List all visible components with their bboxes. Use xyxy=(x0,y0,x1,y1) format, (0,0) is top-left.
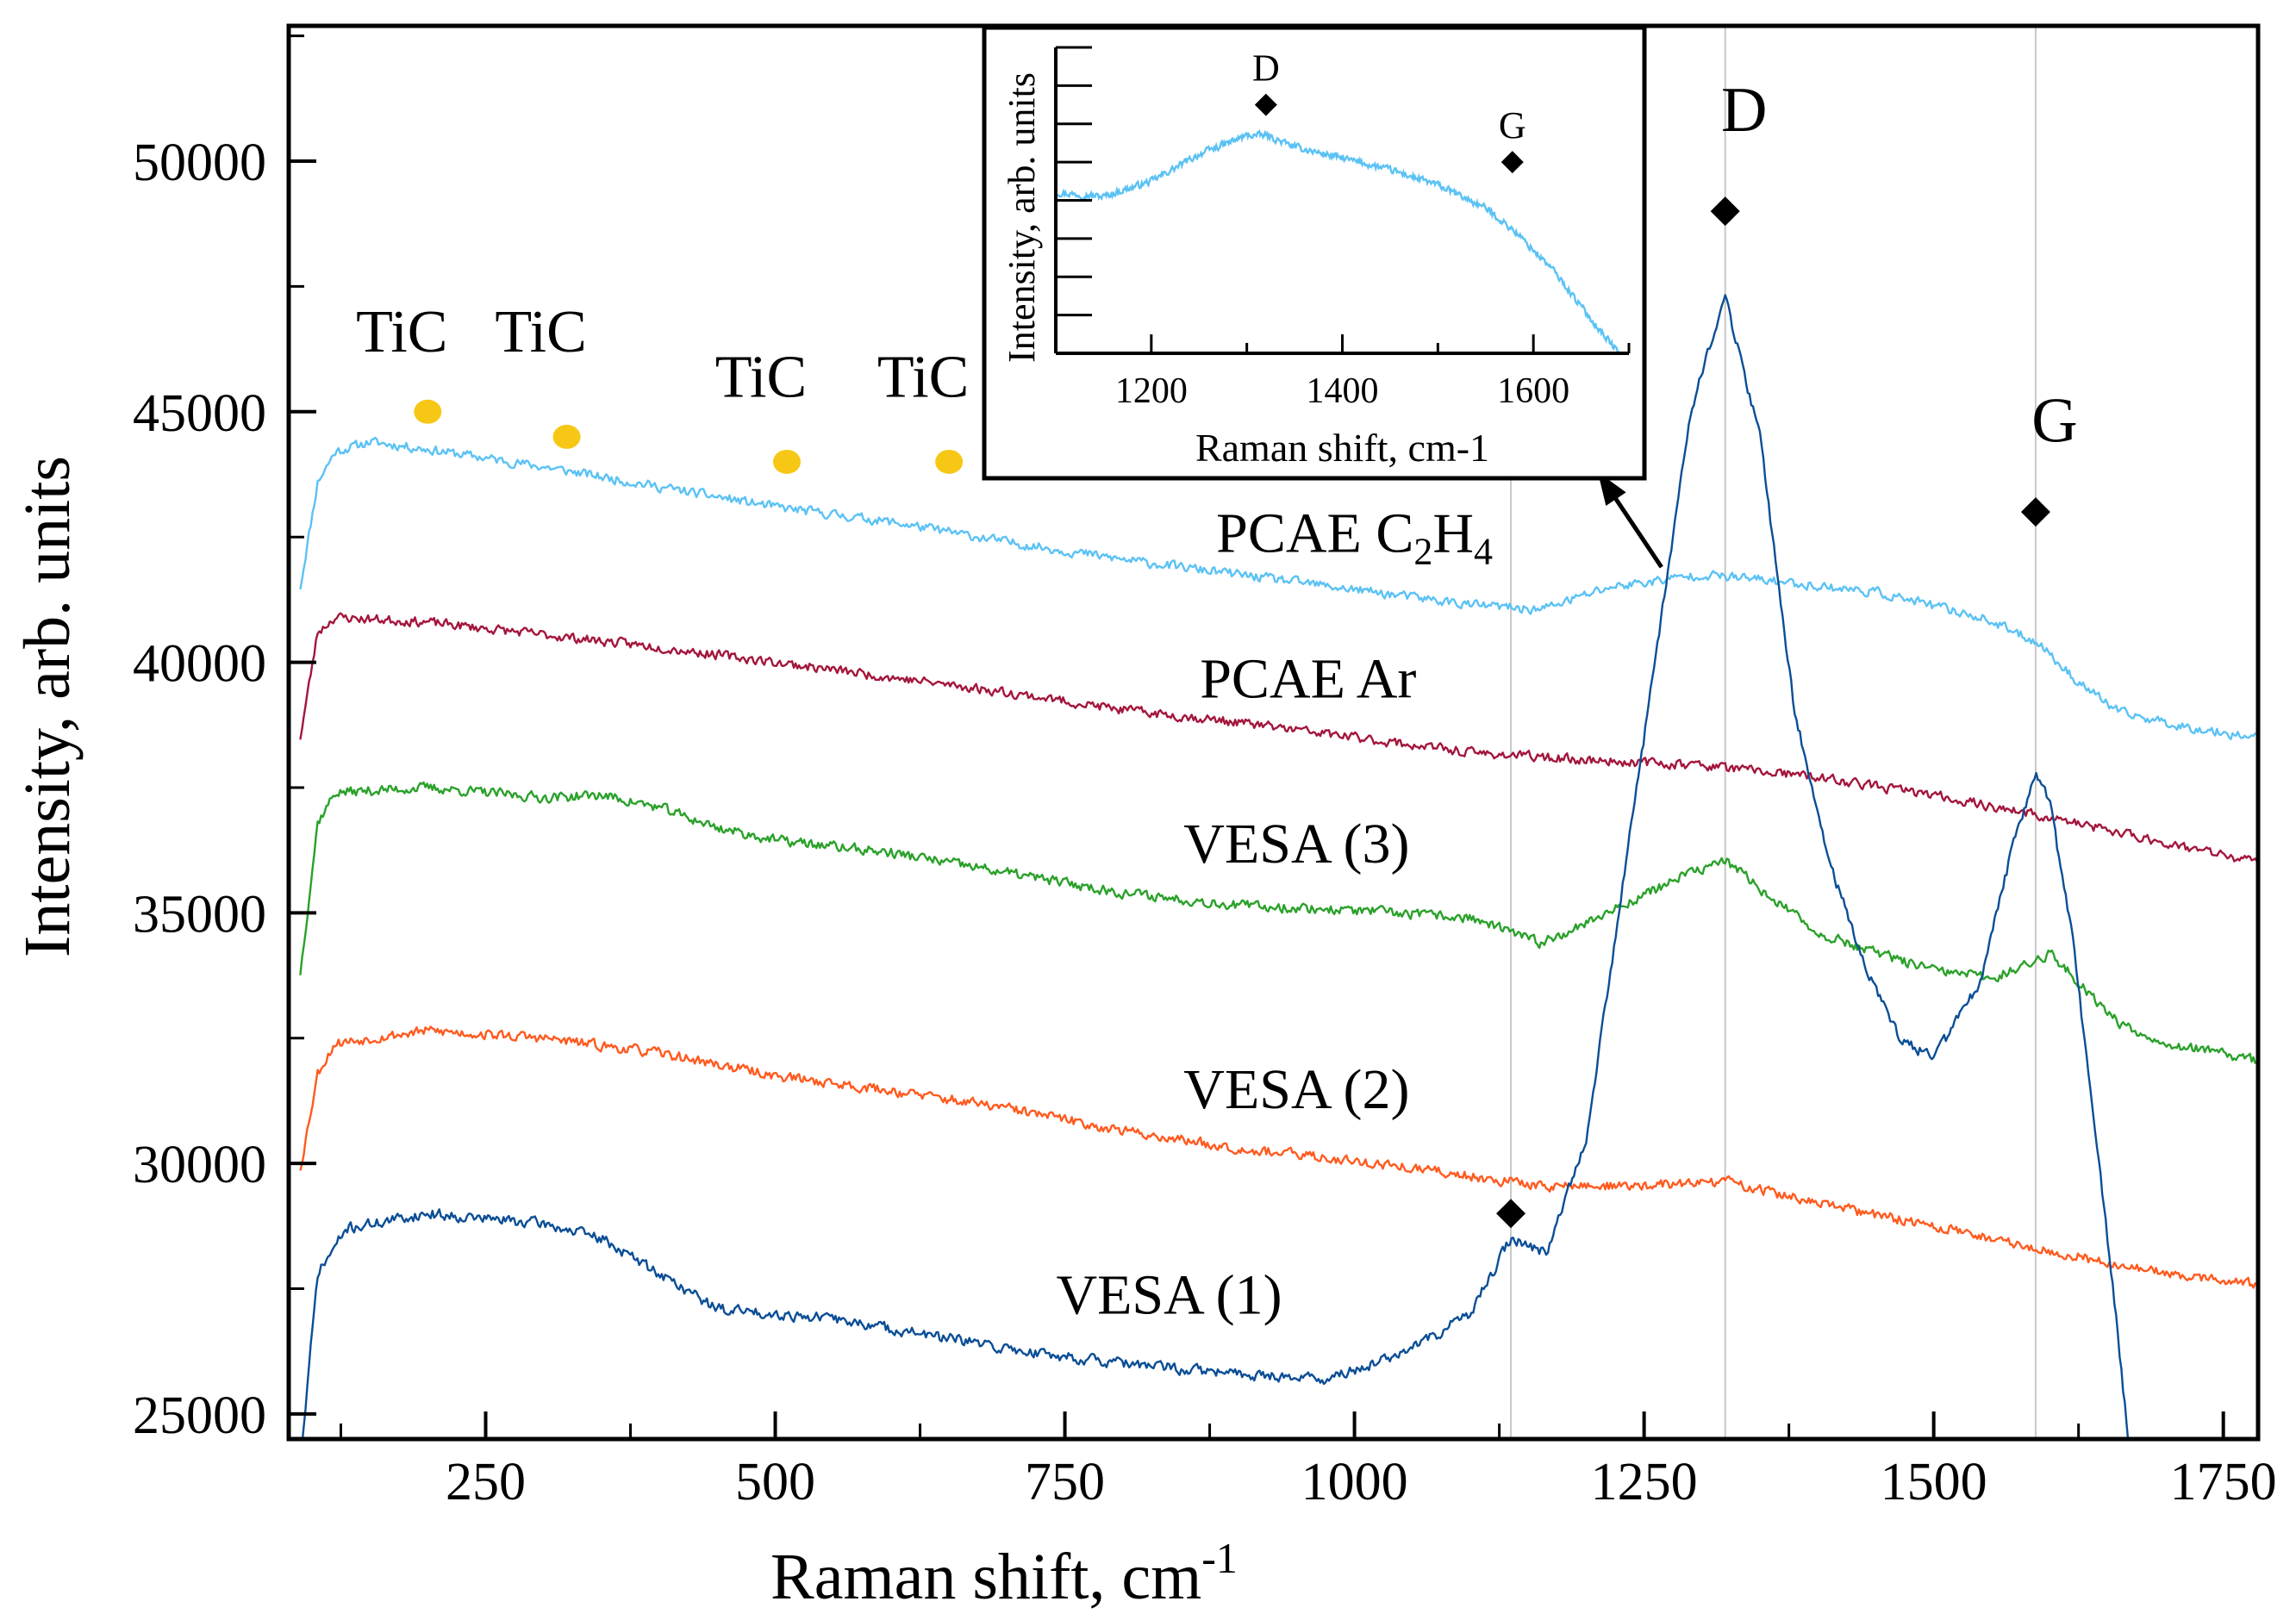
tic-label: TiC xyxy=(356,299,447,365)
tic-marker-dot xyxy=(935,449,964,474)
inset-frame xyxy=(982,25,1647,481)
spectra-series xyxy=(299,294,2258,1439)
inset-y-axis-label: Intensity, arb. units xyxy=(1001,72,1043,363)
peak-marker-diamond xyxy=(1496,1199,1526,1229)
y-tick-label: 40000 xyxy=(133,635,266,694)
main-axes: 250 500 750 1000 1250 1500 1750 25000 30000 35000… xyxy=(133,23,2277,1511)
inset-x-axis-label: Raman shift, cm-1 xyxy=(1195,426,1489,470)
y-tick-label: 35000 xyxy=(133,885,266,944)
tic-label: TiC xyxy=(877,344,969,410)
inset-peak-marker xyxy=(1501,151,1524,174)
series-label: VESA (1) xyxy=(1056,1264,1282,1327)
x-tick-label: 1500 xyxy=(1881,1453,1987,1511)
inset-x-tick-label: 1600 xyxy=(1497,371,1569,411)
inset-x-tick-label: 1400 xyxy=(1307,371,1379,411)
x-tick-label: 500 xyxy=(735,1453,815,1511)
series-line-pcae-c2h4 xyxy=(299,436,2257,740)
tic-marker-dot xyxy=(772,449,801,474)
series-labels: PCAE C2H4 PCAE Ar VESA (3) VESA (2) VESA (1) xyxy=(1056,502,1493,1327)
series-label: PCAE Ar xyxy=(1200,647,1416,710)
x-tick-label: 1000 xyxy=(1301,1453,1408,1511)
inset-series-line xyxy=(1056,129,1620,353)
inset-x-tick-label: 1200 xyxy=(1115,371,1188,411)
peak-label-g: G xyxy=(2031,386,2077,457)
y-tick-label: 45000 xyxy=(133,384,266,443)
series-label: VESA (3) xyxy=(1183,813,1409,875)
tic-marker-dot xyxy=(414,399,442,424)
series-line-vesa-3 xyxy=(299,781,2258,1064)
inset-peak-label-d: D xyxy=(1252,47,1280,90)
x-tick-label: 750 xyxy=(1025,1453,1105,1511)
series-line-vesa-1 xyxy=(301,294,2130,1439)
inset-peak-marker xyxy=(1254,93,1277,116)
x-axis-label: Raman shift, cm-1 xyxy=(771,1534,1238,1613)
inset-chart: 1200 1400 1600 D G Raman shift, cm-1 Intensity… xyxy=(982,25,1647,481)
annotations: D G TiC TiC TiC TiC xyxy=(356,75,2078,1229)
peak-marker-diamond xyxy=(2020,497,2050,527)
x-tick-label: 250 xyxy=(446,1453,526,1511)
series-line-pcae-ar xyxy=(299,612,2258,863)
x-axis-label-superscript: -1 xyxy=(1201,1534,1238,1582)
series-line-vesa-2 xyxy=(299,1025,2258,1289)
y-tick-label: 25000 xyxy=(133,1386,266,1445)
y-tick-label: 50000 xyxy=(133,134,266,192)
tic-label: TiC xyxy=(715,344,807,410)
peak-marker-diamond xyxy=(1710,196,1740,227)
x-tick-label: 1750 xyxy=(2170,1453,2277,1511)
inset-peak-label-g: G xyxy=(1499,104,1526,146)
y-tick-label: 30000 xyxy=(133,1136,266,1194)
y-axis-label: Intensity, arb. units xyxy=(11,456,84,957)
peak-label-d: D xyxy=(1721,75,1767,146)
series-label: PCAE C2H4 xyxy=(1216,502,1493,573)
tic-label: TiC xyxy=(495,299,586,365)
tic-marker-dot xyxy=(552,424,581,449)
series-label: VESA (2) xyxy=(1183,1058,1409,1121)
x-tick-label: 1250 xyxy=(1591,1453,1698,1511)
